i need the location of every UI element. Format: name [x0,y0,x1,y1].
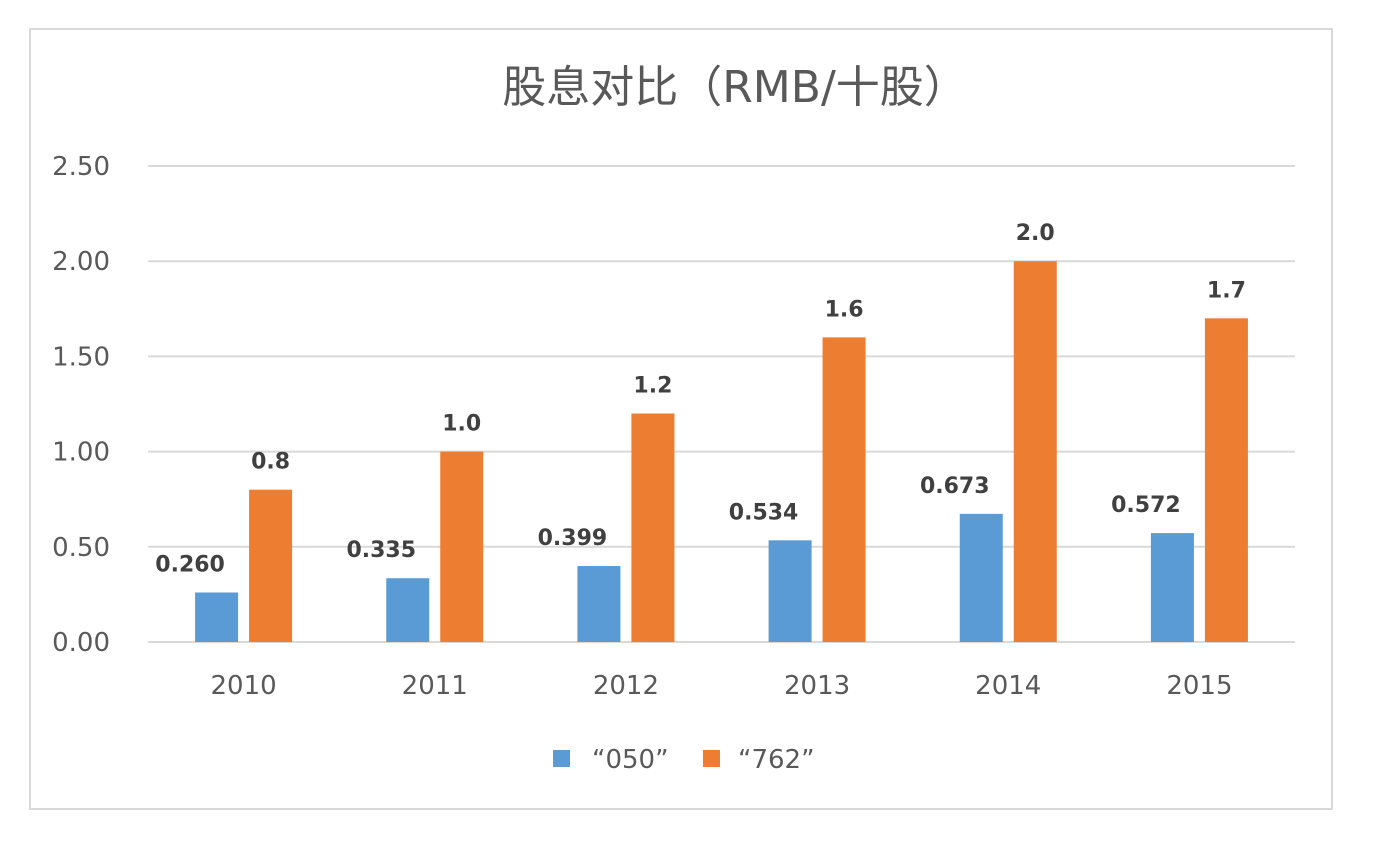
x-tick-label: 2015 [1166,671,1232,701]
data-label: 1.7 [1207,278,1246,303]
y-tick-label: 0.00 [52,628,110,658]
y-tick-label: 2.50 [52,152,110,182]
x-tick-label: 2011 [402,671,468,701]
y-tick-label: 1.00 [52,438,110,468]
data-label: 1.6 [825,297,864,322]
legend-label: “050” [592,745,669,775]
gridlines [148,165,1295,643]
bar-series-762 [822,337,866,642]
bar-series-050 [1150,533,1194,642]
legend-swatch [553,750,570,767]
bar-series-050 [768,540,812,642]
data-label: 0.534 [729,500,799,525]
bar-series-050 [959,513,1003,642]
data-label: 0.673 [920,474,990,499]
x-tick-label: 2014 [975,671,1041,701]
data-labels: 0.260 0.8 0.335 1.0 0.399 1.2 0.534 1.6 0.673 2.0… [155,221,1246,577]
bars [195,261,1248,642]
y-tick-label: 2.00 [52,247,110,277]
bar-series-050 [577,566,621,642]
data-label: 0.335 [346,538,416,563]
bar-series-762 [249,489,293,642]
chart-frame [29,28,1333,810]
y-axis-ticks: 0.00 0.50 1.00 1.50 2.00 2.50 [52,152,110,658]
bar-series-762 [440,451,484,642]
bar-series-762 [1013,261,1057,642]
legend: “050” “762” [553,745,815,775]
bar-series-762 [1204,318,1248,642]
data-label: 1.0 [442,412,481,437]
bar-series-050 [386,578,430,642]
data-label: 1.2 [633,374,672,399]
data-label: 2.0 [1016,221,1055,246]
x-tick-label: 2013 [784,671,850,701]
bar-series-762 [631,413,675,642]
legend-swatch [703,750,720,767]
x-tick-label: 2010 [210,671,276,701]
x-tick-label: 2012 [593,671,659,701]
chart-title: 股息对比（RMB/十股） [502,62,968,113]
data-label: 0.8 [251,450,290,475]
y-tick-label: 1.50 [52,342,110,372]
legend-label: “762” [738,745,815,775]
data-label: 0.572 [1111,493,1181,518]
data-label: 0.260 [155,552,225,577]
data-label: 0.399 [538,526,608,551]
y-tick-label: 0.50 [52,533,110,563]
x-axis-ticks: 2010 2011 2012 2013 2014 2015 [210,671,1232,701]
bar-series-050 [195,592,239,642]
